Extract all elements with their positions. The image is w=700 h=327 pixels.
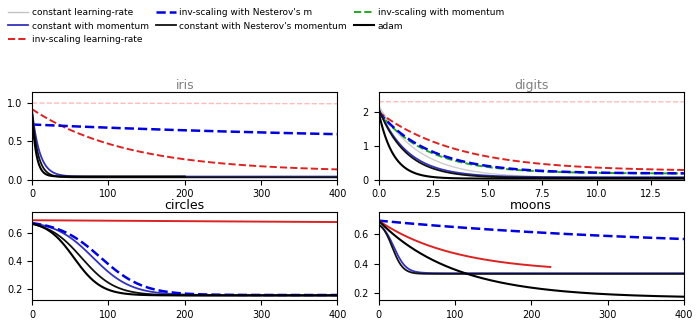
Title: digits: digits: [514, 78, 548, 92]
Title: moons: moons: [510, 199, 552, 212]
Title: iris: iris: [176, 78, 194, 92]
Title: circles: circles: [164, 199, 205, 212]
Legend: constant learning-rate, constant with momentum, inv-scaling learning-rate, inv-s: constant learning-rate, constant with mo…: [4, 5, 507, 48]
